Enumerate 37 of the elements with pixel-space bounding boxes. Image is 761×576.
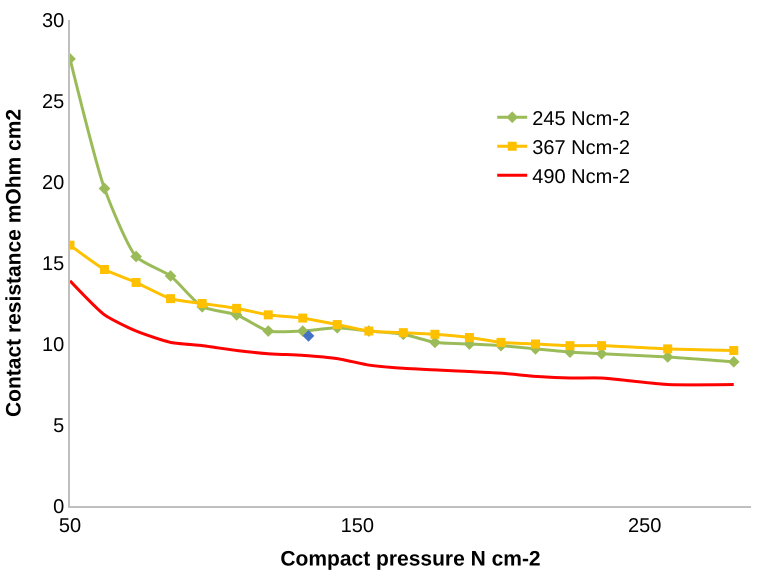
point bbox=[130, 250, 142, 262]
point bbox=[264, 310, 273, 320]
y-tick-label: 30 bbox=[42, 10, 64, 32]
x-tick-label: 250 bbox=[628, 514, 662, 537]
y-axis-title: Contact resistance mOhm cm2 bbox=[2, 108, 26, 418]
point bbox=[262, 325, 274, 337]
point bbox=[597, 341, 606, 350]
point bbox=[164, 270, 176, 282]
point bbox=[565, 341, 574, 350]
y-tick-label: 20 bbox=[42, 172, 64, 194]
point bbox=[132, 278, 141, 287]
point bbox=[663, 344, 672, 354]
point bbox=[728, 356, 740, 368]
legend-label: 490 Ncm-2 bbox=[532, 166, 630, 188]
point bbox=[530, 340, 540, 348]
point bbox=[100, 264, 109, 274]
point bbox=[198, 299, 207, 308]
point bbox=[98, 182, 110, 194]
point bbox=[166, 294, 176, 304]
legend-label: 367 Ncm-2 bbox=[532, 137, 630, 160]
point bbox=[398, 328, 408, 338]
point bbox=[232, 304, 242, 313]
point bbox=[430, 330, 440, 339]
x-tick-label: 150 bbox=[340, 514, 374, 537]
point bbox=[729, 346, 738, 355]
y-tick-label: 15 bbox=[42, 253, 64, 275]
point bbox=[302, 330, 314, 342]
point bbox=[298, 314, 308, 323]
y-tick-label: 10 bbox=[42, 334, 64, 356]
point bbox=[464, 333, 474, 342]
y-tick-label: 25 bbox=[42, 91, 64, 113]
y-tick-label: 5 bbox=[53, 415, 64, 437]
point bbox=[332, 320, 342, 330]
legend-label: 245 Ncm-2 bbox=[532, 108, 630, 130]
x-axis-title: Compact pressure N cm-2 bbox=[280, 547, 541, 570]
point bbox=[496, 338, 506, 347]
line-series bbox=[70, 279, 736, 386]
